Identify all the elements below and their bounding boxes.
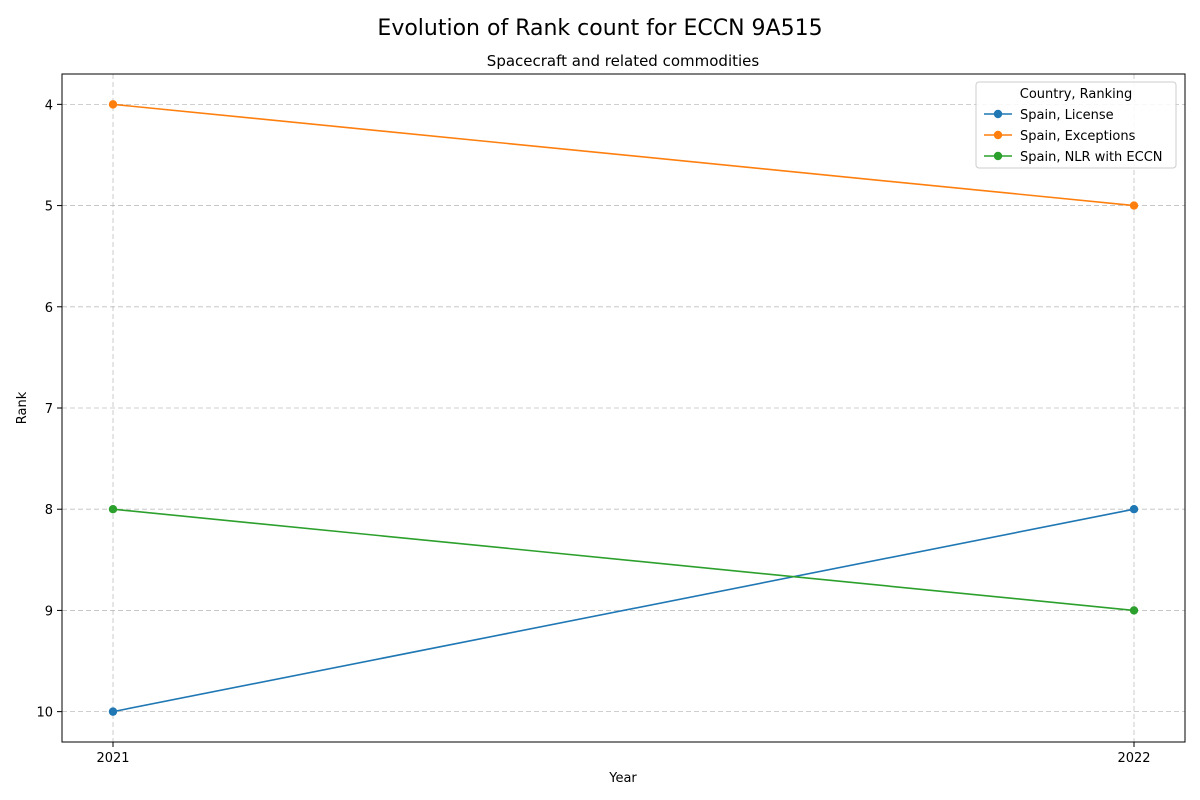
legend-label: Spain, Exceptions — [1020, 129, 1136, 144]
data-point — [1129, 505, 1139, 514]
legend: Country, Ranking Spain, License Spain, Ex… — [975, 81, 1177, 169]
y-tick-label: 10 — [36, 706, 53, 721]
x-axis-label: Year — [608, 771, 637, 786]
series-2 — [108, 505, 1139, 615]
data-point — [1129, 201, 1139, 210]
chart-subtitle: Spacecraft and related commodities — [487, 52, 760, 70]
series-line — [112, 103, 1135, 207]
legend-label: Spain, License — [1020, 108, 1114, 123]
x-tick-label: 2021 — [96, 751, 129, 766]
legend-swatch-marker — [993, 109, 1003, 119]
data-point — [108, 505, 118, 514]
legend-title: Country, Ranking — [1020, 87, 1133, 102]
y-tick-label: 6 — [45, 301, 53, 316]
legend-swatch-marker — [993, 130, 1003, 140]
y-tick-label: 4 — [45, 98, 53, 113]
data-point — [1129, 606, 1139, 615]
legend-label: Spain, NLR with ECCN — [1020, 150, 1163, 165]
series-1 — [108, 100, 1139, 210]
y-tick-label: 5 — [45, 200, 53, 215]
axis-ticks: 2021 2022 4 5 6 7 8 9 10 — [36, 98, 1150, 766]
grid-lines — [62, 74, 1185, 742]
chart-title: Evolution of Rank count for ECCN 9A515 — [377, 16, 822, 41]
x-tick-label: 2022 — [1117, 751, 1150, 766]
legend-item: Spain, Exceptions — [984, 129, 1136, 144]
legend-item: Spain, NLR with ECCN — [984, 150, 1163, 165]
legend-item: Spain, License — [984, 108, 1114, 123]
series-lines — [108, 100, 1139, 716]
legend-items: Spain, License Spain, Exceptions Spain, NL… — [984, 108, 1163, 165]
legend-box — [975, 81, 1177, 169]
data-point — [108, 100, 118, 109]
series-line — [112, 508, 1135, 713]
series-0 — [108, 505, 1139, 716]
y-tick-label: 9 — [45, 604, 53, 619]
y-tick-label: 7 — [45, 402, 53, 417]
legend-swatch-marker — [993, 151, 1003, 161]
series-line — [112, 508, 1135, 612]
data-point — [108, 707, 118, 716]
y-axis-label: Rank — [15, 391, 30, 424]
y-tick-label: 8 — [45, 503, 53, 518]
